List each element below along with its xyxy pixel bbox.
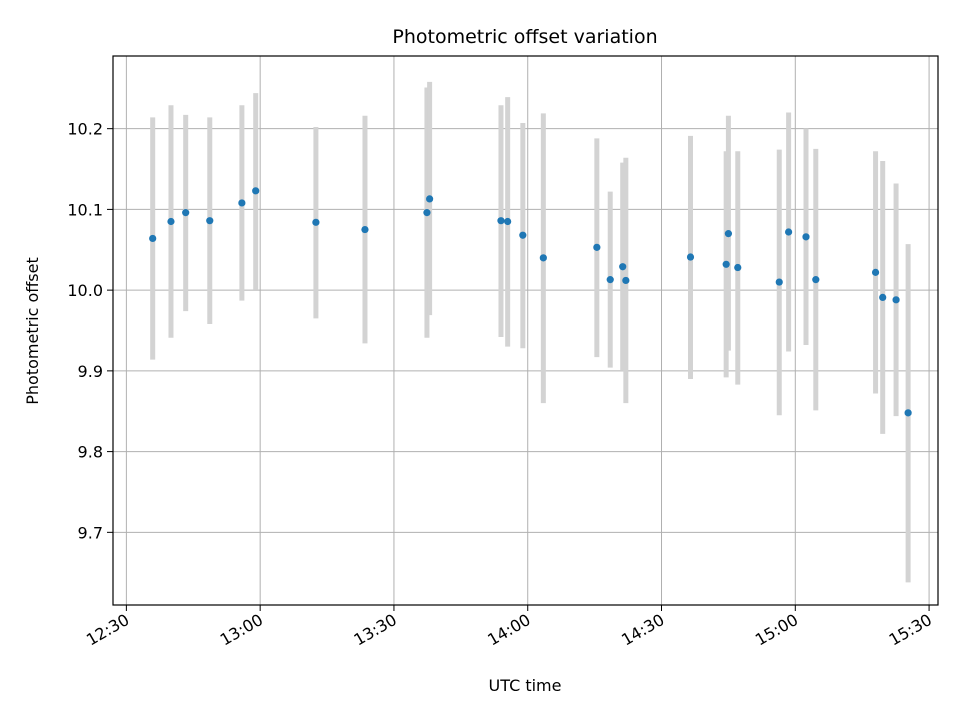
data-point [312, 218, 320, 226]
data-point [167, 217, 175, 226]
data-point [252, 187, 260, 195]
data-point [619, 263, 627, 271]
data-point [871, 268, 880, 276]
data-point [519, 231, 527, 239]
data-point [238, 199, 246, 207]
data-point [593, 243, 601, 251]
data-point [734, 263, 742, 272]
data-point [785, 228, 793, 236]
data-point [206, 217, 214, 225]
y-tick-label: 9.7 [78, 523, 103, 542]
data-point [606, 276, 614, 284]
data-point [149, 234, 157, 243]
x-axis-label: UTC time [489, 676, 562, 695]
data-point [904, 409, 912, 417]
data-point [361, 225, 369, 234]
chart-title: Photometric offset variation [392, 26, 657, 48]
data-point [497, 217, 505, 225]
data-point [182, 209, 190, 217]
data-points [149, 187, 912, 417]
grid [113, 56, 938, 605]
data-point [504, 217, 512, 226]
data-point [539, 254, 547, 262]
y-tick-label: 10.2 [67, 120, 103, 139]
data-point [423, 209, 431, 217]
data-point [775, 278, 783, 286]
y-axis-ticks: 9.7 9.8 9.9 10.0 10.1 10.2 [67, 120, 113, 542]
y-tick-label: 10.1 [67, 200, 103, 219]
data-point [722, 260, 730, 268]
y-tick-label: 9.8 [78, 443, 103, 462]
plot-frame [112, 55, 939, 606]
data-point [724, 230, 733, 238]
y-tick-label: 9.9 [78, 362, 103, 381]
data-point [622, 276, 630, 285]
data-point [812, 276, 820, 284]
y-axis-label: Photometric offset [23, 257, 42, 405]
data-point [879, 293, 887, 301]
data-point [892, 296, 900, 304]
data-point [686, 253, 695, 261]
y-tick-label: 10.0 [67, 281, 103, 300]
data-point [802, 233, 810, 241]
data-point [426, 195, 434, 203]
